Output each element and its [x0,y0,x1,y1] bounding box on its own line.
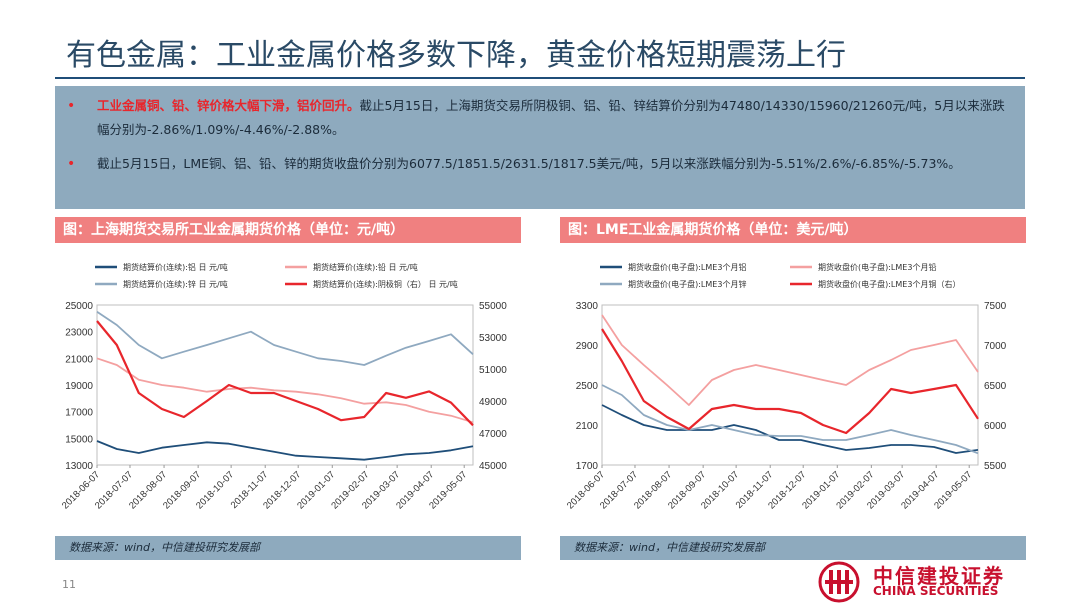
y-left-tick-label: 3300 [576,301,599,312]
summary-bullet-2: • 截止5月15日，LME铜、铝、铅、锌的期货收盘价分别为6077.5/1851… [67,152,1017,204]
left-chart: 13000 15000 17000 19000 21000 23000 25000 45000… [60,262,507,511]
y-right-tick-label: 55000 [479,301,507,312]
y-left-tick-label: 1700 [576,461,599,472]
left-source: 数据来源：wind，中信建投研究发展部 [55,536,521,560]
y-left-tick-label: 19000 [65,381,93,392]
citic-logo-icon [818,561,860,603]
y-right-tick-label: 6500 [984,381,1007,392]
series-line-1 [96,440,474,461]
legend-label: 期货收盘价(电子盘):LME3个月铝 [628,262,746,272]
y-right-tick-label: 6000 [984,421,1007,432]
series-line-4 [96,320,474,427]
legend-label: 期货结算价(连续):铝 日 元/吨 [123,262,228,272]
plot-area [96,304,474,466]
y-left-tick-label: 2900 [576,341,599,352]
company-logo: 中信建投证券 CHINA SECURITIES [815,560,1045,604]
series-line-2 [96,357,474,424]
y-left-tick-label: 2100 [576,421,599,432]
y-left-tick-label: 23000 [65,328,93,339]
legend-label: 期货结算价(连续):锌 日 元/吨 [123,279,228,289]
y-left-tick-label: 13000 [65,461,93,472]
bullet-dot-icon: • [67,156,76,172]
legend-label: 期货结算价(连续):铅 日 元/吨 [313,262,418,272]
logo-en-text: CHINA SECURITIES [873,584,999,598]
series-line-1 [601,404,979,454]
y-right-tick-label: 53000 [479,333,507,344]
left-chart-header: 图：上海期货交易所工业金属期货价格（单位：元/吨） [55,217,521,243]
y-right-tick-label: 45000 [479,461,507,472]
series-line-3 [601,384,979,455]
legend-label: 期货收盘价(电子盘):LME3个月铜（右） [818,279,960,289]
legend-label: 期货收盘价(电子盘):LME3个月锌 [628,279,746,289]
bullet-1-highlight: 工业金属铜、铅、锌价格大幅下滑，铝价回升。 [97,98,360,113]
y-right-tick-label: 5500 [984,461,1007,472]
title-rule [55,77,1025,79]
page-number: 11 [62,578,76,591]
right-chart: 1700 2100 2500 2900 3300 5500 6000 6500 7000 7500… [565,262,1007,511]
summary-box: • 工业金属铜、铅、锌价格大幅下滑，铝价回升。截止5月15日，上海期货交易所阴极… [55,86,1025,209]
right-chart-header: 图：LME工业金属期货价格（单位：美元/吨） [560,217,1026,243]
y-left-tick-label: 25000 [65,301,93,312]
y-right-tick-label: 49000 [479,397,507,408]
y-left-tick-label: 17000 [65,408,93,419]
y-right-tick-label: 47000 [479,429,507,440]
legend-label: 期货结算价(连续):阴极铜（右） 日 元/吨 [313,279,458,289]
series-line-3 [96,310,474,366]
bullet-dot-icon: • [67,98,76,114]
y-left-tick-label: 21000 [65,354,93,365]
summary-bullet-1: • 工业金属铜、铅、锌价格大幅下滑，铝价回升。截止5月15日，上海期货交易所阴极… [67,94,1017,146]
bullet-1-text: 截止5月15日，上海期货交易所阴极铜、铝、铅、锌结算价分别为47480/1433… [97,98,1005,137]
right-source: 数据来源：wind，中信建投研究发展部 [560,536,1026,560]
legend-label: 期货收盘价(电子盘):LME3个月铅 [818,262,936,272]
logo-cn-text: 中信建投证券 [873,564,1005,588]
y-left-tick-label: 2500 [576,381,599,392]
y-right-tick-label: 7000 [984,341,1007,352]
bullet-2-text: 截止5月15日，LME铜、铝、铅、锌的期货收盘价分别为6077.5/1851.5… [97,156,961,171]
y-right-tick-label: 7500 [984,301,1007,312]
series-line-4 [601,328,979,435]
plot-area [601,304,979,466]
y-right-tick-label: 51000 [479,365,507,376]
page-title: 有色金属：工业金属价格多数下降，黄金价格短期震荡上行 [66,38,846,73]
y-left-tick-label: 15000 [65,434,93,445]
series-line-2 [601,314,979,406]
